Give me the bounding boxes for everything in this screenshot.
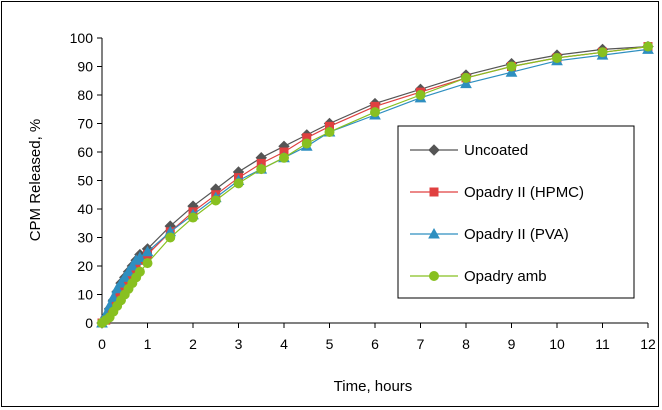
data-point xyxy=(370,107,380,118)
legend-marker xyxy=(428,144,440,156)
data-point xyxy=(643,41,653,52)
data-point xyxy=(107,291,120,302)
x-tick-label: 0 xyxy=(98,336,106,352)
series-3 xyxy=(97,41,653,328)
data-point xyxy=(165,232,176,243)
y-tick-label: 100 xyxy=(70,30,94,46)
data-point xyxy=(597,47,608,58)
data-point xyxy=(461,72,471,83)
legend-item: Opadry amb xyxy=(410,268,547,285)
data-point xyxy=(506,61,517,72)
y-tick-label: 30 xyxy=(77,230,93,246)
legend-marker xyxy=(429,187,439,197)
data-point xyxy=(256,164,267,175)
x-tick-label: 11 xyxy=(595,336,610,352)
x-axis-title: Time, hours xyxy=(334,378,413,395)
x-tick-label: 8 xyxy=(462,336,470,352)
y-tick-label: 60 xyxy=(77,144,93,160)
y-tick-label: 70 xyxy=(77,116,93,132)
x-tick-label: 1 xyxy=(144,336,152,352)
data-point xyxy=(279,152,289,163)
x-tick-label: 12 xyxy=(640,336,656,352)
data-point xyxy=(324,127,335,138)
x-tick-label: 7 xyxy=(417,336,425,352)
legend-label: Opadry amb xyxy=(464,268,547,285)
series-layer xyxy=(96,40,654,329)
data-point xyxy=(126,259,139,271)
legend-box xyxy=(397,125,635,299)
x-tick-label: 2 xyxy=(189,336,197,352)
x-tick-label: 9 xyxy=(508,336,516,352)
data-point xyxy=(505,66,518,77)
x-tick-label: 4 xyxy=(280,336,288,352)
legend-item: Opadry II (PVA) xyxy=(410,226,569,243)
data-point xyxy=(141,245,154,257)
legend-label: Opadry II (HPMC) xyxy=(464,184,584,201)
data-point xyxy=(415,90,426,100)
y-tick-label: 40 xyxy=(77,201,93,217)
y-tick-label: 10 xyxy=(77,287,93,303)
data-point xyxy=(188,212,198,223)
legend-marker xyxy=(429,271,439,281)
data-point xyxy=(115,277,127,288)
data-point xyxy=(134,251,146,262)
y-tick-label: 90 xyxy=(77,59,93,75)
legend-label: Opadry II (PVA) xyxy=(464,226,569,243)
legend-item: Opadry II (HPMC) xyxy=(410,184,584,201)
y-tick-label: 50 xyxy=(77,173,93,189)
x-tick-label: 10 xyxy=(549,336,565,352)
data-point xyxy=(210,195,221,206)
data-point xyxy=(134,266,145,277)
legend-label: Uncoated xyxy=(464,142,528,159)
legend-item: Uncoated xyxy=(410,142,528,159)
data-point xyxy=(233,178,244,189)
data-point xyxy=(111,282,124,294)
y-tick-label: 20 xyxy=(77,258,93,274)
legend: Uncoated Opadry II (HPMC) Opadry II (PVA) O… xyxy=(397,125,635,299)
y-tick-label: 80 xyxy=(77,87,93,103)
data-point xyxy=(142,258,153,269)
data-point xyxy=(118,271,131,282)
y-tick-label: 0 xyxy=(85,315,93,331)
data-point xyxy=(122,265,135,277)
data-point xyxy=(301,138,312,149)
y-axis-title: CPM Released, % xyxy=(27,119,44,242)
legend-marker xyxy=(428,227,440,239)
x-tick-label: 3 xyxy=(235,336,243,352)
data-point xyxy=(460,77,472,89)
x-tick-label: 6 xyxy=(371,336,379,352)
data-point xyxy=(552,52,562,63)
x-tick-label: 5 xyxy=(326,336,334,352)
